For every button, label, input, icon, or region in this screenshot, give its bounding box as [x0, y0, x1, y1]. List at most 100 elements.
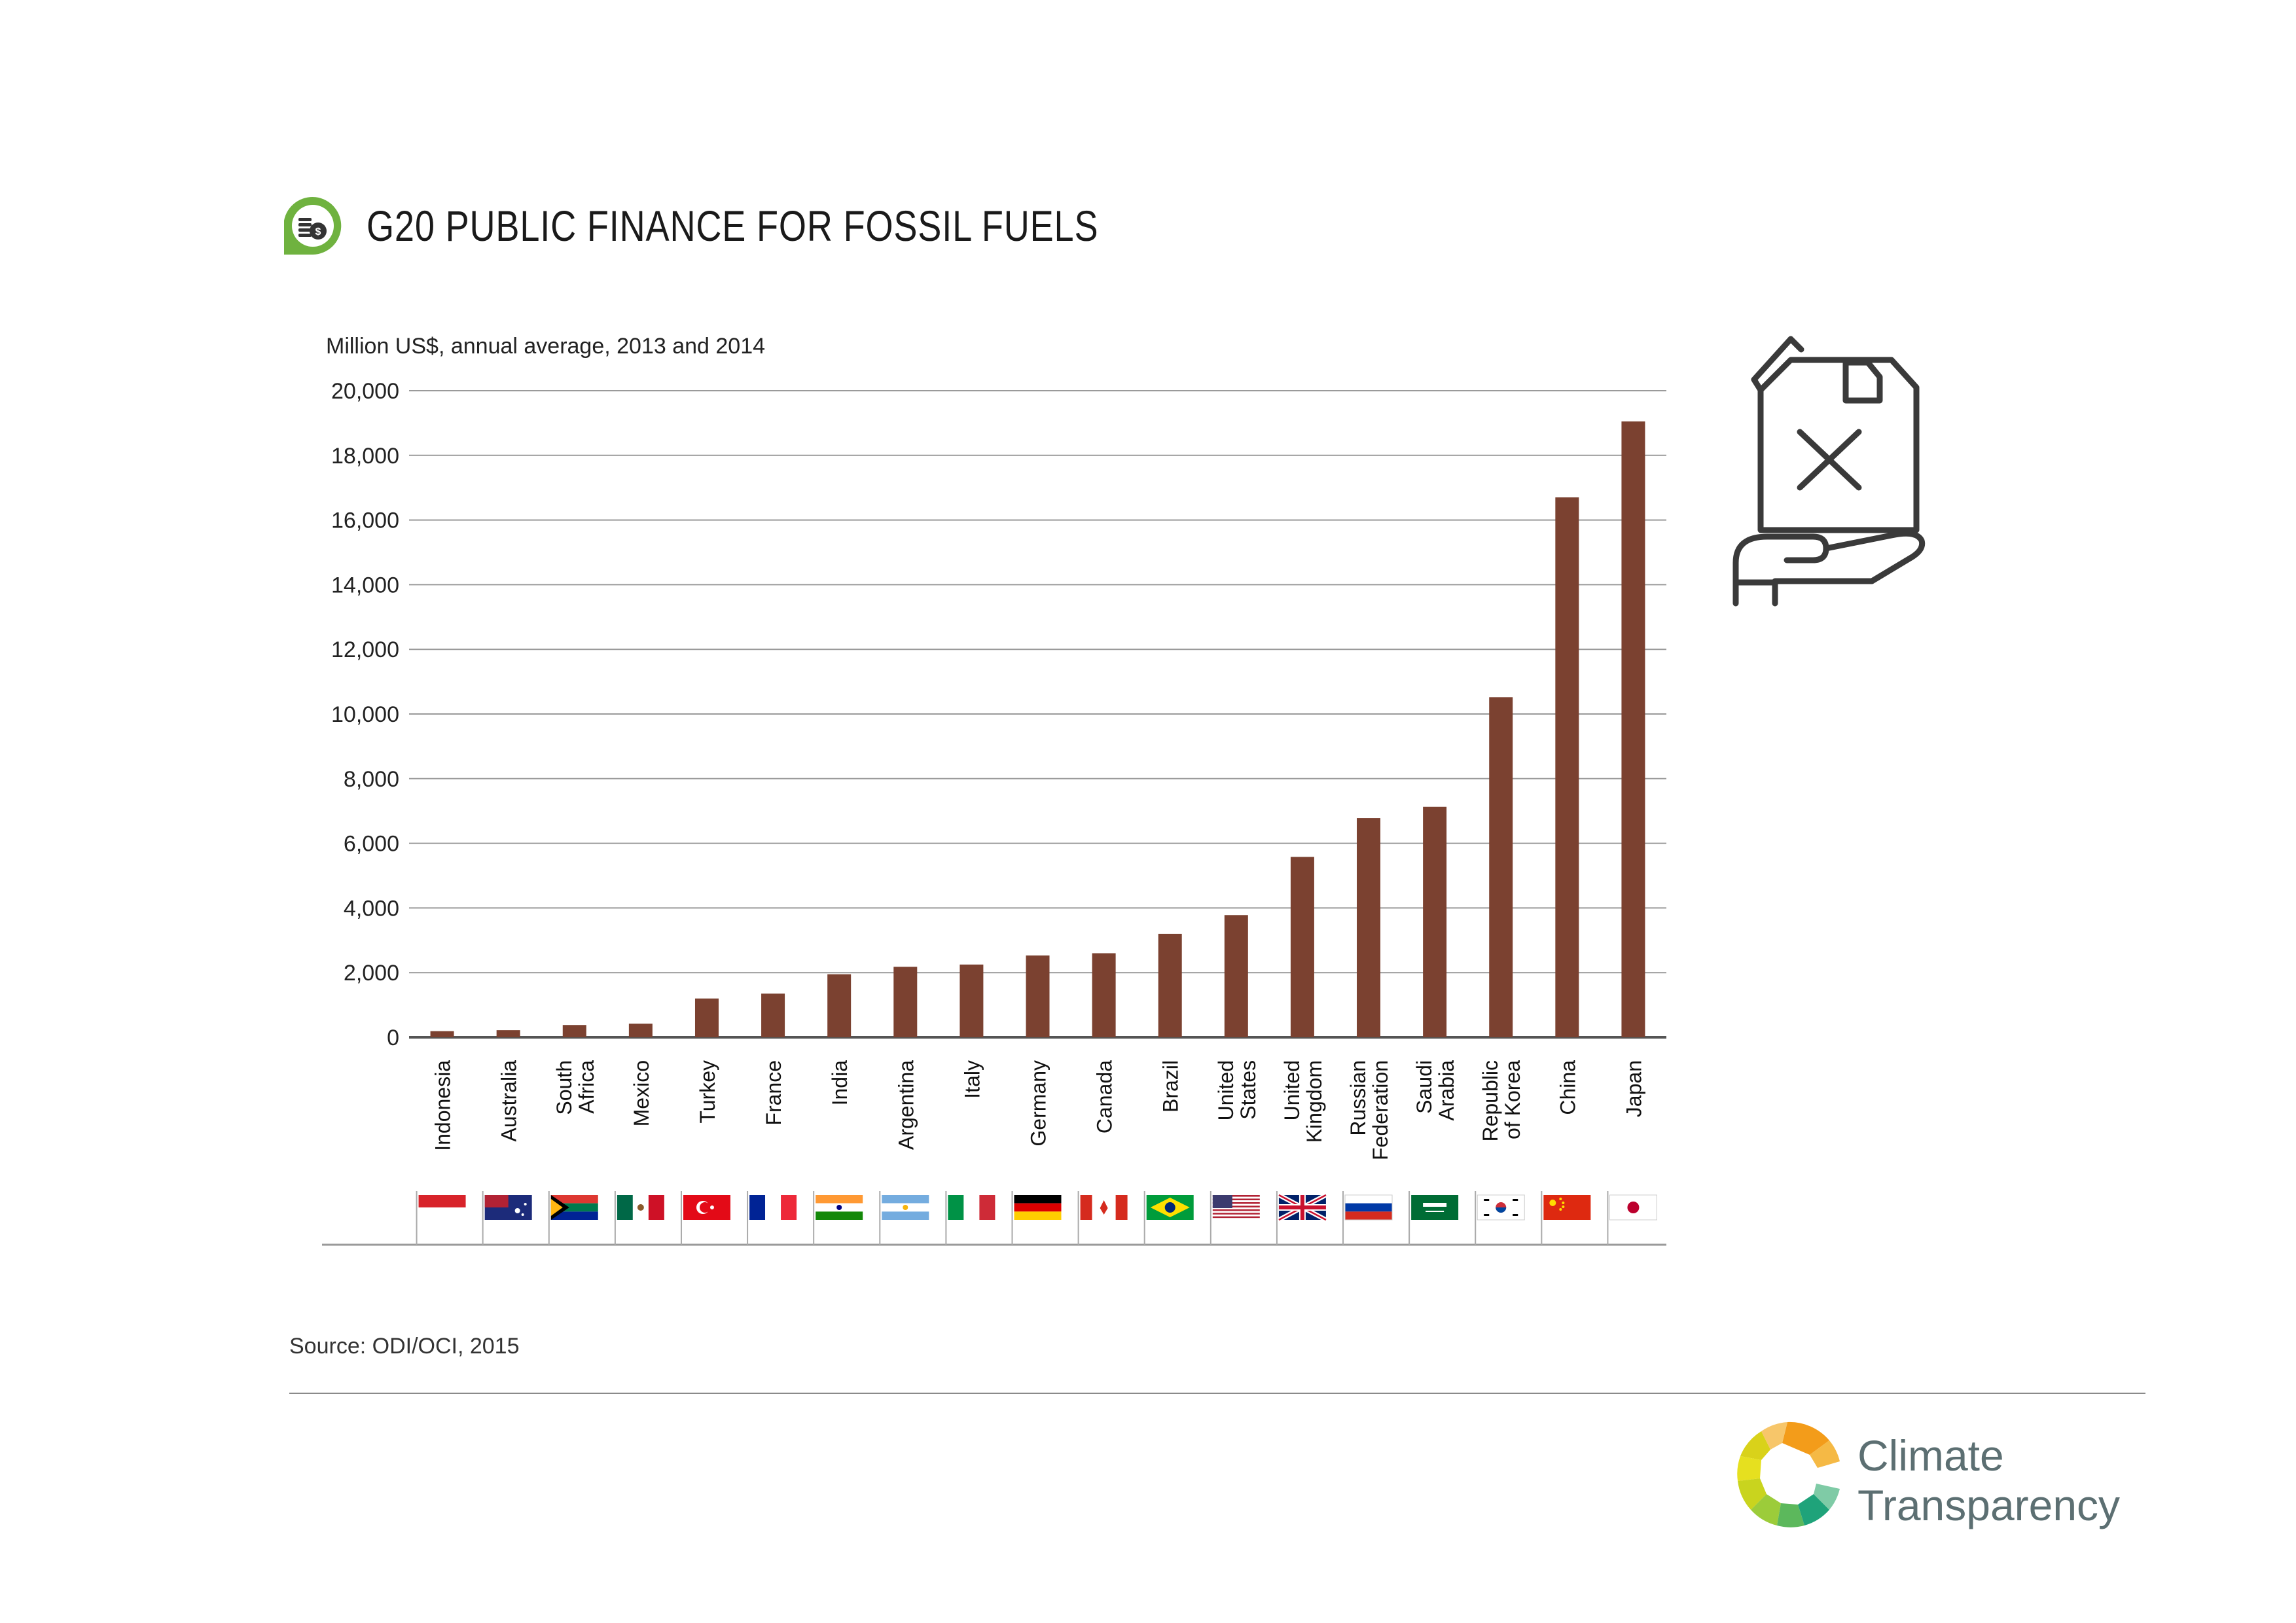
- x-tick-label: China: [1556, 1060, 1579, 1115]
- mexico-flag-icon: [614, 1191, 664, 1245]
- bar-10: [1092, 953, 1116, 1037]
- bar-12: [1224, 915, 1248, 1037]
- y-axis-ticks: 0 2,000 4,000 6,000 8,000 10,000 12,000 14,000 1…: [331, 379, 399, 1050]
- x-tick-label-line: Russian: [1346, 1060, 1370, 1136]
- source-note: Source: ODI/OCI, 2015: [289, 1334, 520, 1359]
- canada-flag-icon: [1077, 1191, 1128, 1245]
- bar-8: [960, 964, 984, 1037]
- x-tick-label-line: Canada: [1093, 1060, 1117, 1133]
- bar-6: [827, 974, 852, 1037]
- bar-9: [1026, 955, 1050, 1037]
- china-flag-icon: [1541, 1191, 1591, 1245]
- brand-line-2: Transparency: [1857, 1481, 2121, 1529]
- japan-flag-icon: [1607, 1191, 1657, 1245]
- x-tick-label-line: Australia: [497, 1060, 521, 1142]
- russia-flag-icon: [1342, 1191, 1393, 1245]
- climate-transparency-logo-icon: [1737, 1421, 1840, 1527]
- flag-row: [322, 1191, 1666, 1246]
- x-tick-label-line: Italy: [960, 1060, 984, 1099]
- x-tick-label: France: [762, 1060, 785, 1126]
- indonesia-flag-icon: [416, 1191, 466, 1245]
- x-tick-label: Brazil: [1159, 1060, 1183, 1113]
- x-tick-label-line: of Korea: [1501, 1060, 1524, 1139]
- x-tick-label-line: States: [1236, 1060, 1260, 1120]
- x-tick-label-line: Japan: [1622, 1060, 1645, 1117]
- australia-flag-icon: [482, 1191, 532, 1245]
- y-tick-label: 12,000: [331, 637, 399, 662]
- brand-line-1: Climate: [1857, 1431, 2004, 1480]
- bar-14: [1357, 818, 1381, 1037]
- y-tick-label: 4,000: [344, 896, 399, 921]
- x-tick-label: Canada: [1093, 1060, 1117, 1133]
- united-states-flag-icon: [1210, 1191, 1260, 1245]
- y-axis-unit-label: Million US$, annual average, 2013 and 20…: [326, 334, 766, 359]
- y-tick-label: 8,000: [344, 767, 399, 792]
- x-tick-label-line: Arabia: [1435, 1060, 1458, 1121]
- x-tick-label-line: Saudi: [1412, 1060, 1436, 1114]
- x-tick-label-line: Brazil: [1159, 1060, 1183, 1113]
- footer-divider: [289, 1393, 2145, 1394]
- bar-11: [1158, 933, 1182, 1037]
- x-tick-label: Turkey: [696, 1060, 719, 1124]
- bar-5: [761, 993, 785, 1037]
- page-header: $ G20 PUBLIC FINANCE FOR FOSSIL FUELS: [281, 193, 1259, 259]
- x-tick-label: Italy: [960, 1060, 984, 1099]
- y-tick-label: 10,000: [331, 702, 399, 727]
- x-tick-label-line: Mexico: [630, 1060, 653, 1126]
- bars: [430, 421, 1645, 1037]
- x-tick-label: Indonesia: [431, 1060, 455, 1151]
- bar-7: [893, 967, 918, 1037]
- bar-13: [1290, 857, 1314, 1037]
- x-tick-label: Mexico: [630, 1060, 653, 1126]
- india-flag-icon: [813, 1191, 863, 1245]
- bar-4: [694, 998, 719, 1037]
- x-tick-label-line: Turkey: [696, 1060, 719, 1124]
- x-tick-label-line: France: [762, 1060, 785, 1126]
- turkey-flag-icon: [680, 1191, 730, 1245]
- y-tick-label: 0: [387, 1026, 399, 1050]
- page-title: G20 PUBLIC FINANCE FOR FOSSIL FUELS: [367, 202, 1099, 250]
- argentina-flag-icon: [879, 1191, 929, 1245]
- x-tick-label: Argentina: [894, 1060, 918, 1150]
- bar-18: [1621, 421, 1645, 1037]
- x-tick-label: India: [828, 1060, 852, 1106]
- y-tick-label: 6,000: [344, 832, 399, 857]
- coins-dollar-icon: $: [284, 197, 342, 255]
- x-tick-label: Australia: [497, 1060, 521, 1142]
- brazil-flag-icon: [1143, 1191, 1194, 1245]
- bar-15: [1423, 806, 1447, 1037]
- bar-16: [1489, 697, 1513, 1037]
- y-tick-label: 14,000: [331, 573, 399, 597]
- x-tick-label-line: Kingdom: [1302, 1060, 1326, 1143]
- x-tick-label-line: China: [1556, 1060, 1579, 1115]
- x-tick-label: Japan: [1622, 1060, 1645, 1117]
- y-tick-label: 16,000: [331, 508, 399, 533]
- bar-17: [1555, 497, 1579, 1037]
- x-tick-label-line: Indonesia: [431, 1060, 455, 1151]
- fuel-can-in-hand-icon: [1732, 336, 1926, 607]
- south-korea-flag-icon: [1475, 1191, 1525, 1245]
- bar-0: [430, 1031, 454, 1037]
- svg-text:$: $: [315, 226, 321, 238]
- south-africa-flag-icon: [548, 1191, 598, 1245]
- x-tick-label-line: United: [1280, 1060, 1304, 1121]
- x-tick-label-line: Africa: [575, 1060, 598, 1114]
- y-tick-label: 20,000: [331, 379, 399, 404]
- x-tick-label-line: Germany: [1027, 1060, 1050, 1147]
- x-tick-label-line: Federation: [1369, 1060, 1392, 1160]
- saudi-arabia-flag-icon: [1408, 1191, 1459, 1245]
- y-tick-label: 18,000: [331, 444, 399, 469]
- bar-1: [496, 1030, 520, 1037]
- germany-flag-icon: [1011, 1191, 1062, 1245]
- x-tick-label-line: South: [552, 1060, 576, 1115]
- france-flag-icon: [747, 1191, 797, 1245]
- italy-flag-icon: [945, 1191, 996, 1245]
- x-tick-label-line: Argentina: [894, 1060, 918, 1150]
